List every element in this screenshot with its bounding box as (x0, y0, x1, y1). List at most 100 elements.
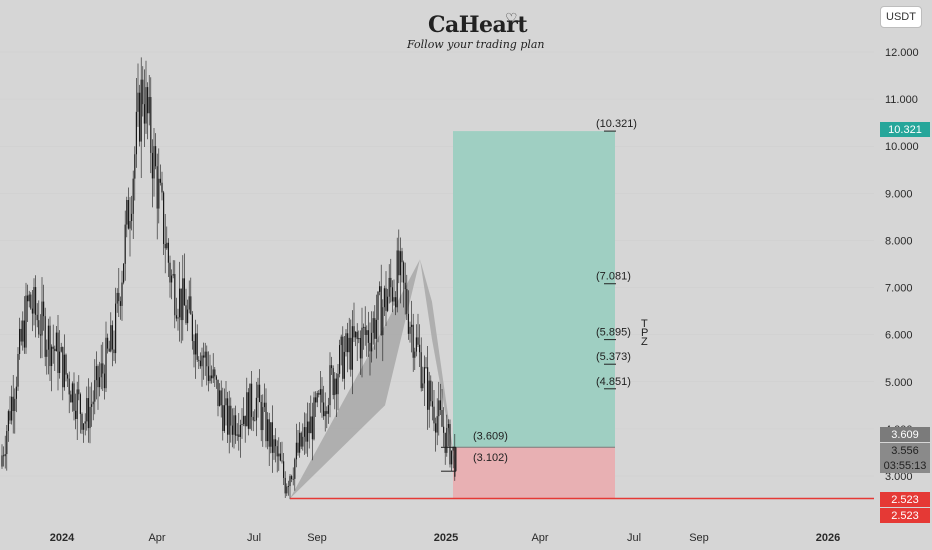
candle-body (351, 326, 353, 370)
candle-body (319, 389, 321, 395)
candle-body (251, 383, 253, 417)
candle-body (313, 397, 315, 440)
candle-body (297, 442, 299, 453)
candle-body (214, 369, 216, 377)
candle-body (22, 320, 24, 342)
candle-body (81, 413, 83, 430)
candle-body (28, 294, 30, 302)
candle-body (278, 453, 280, 457)
candle-body (3, 455, 5, 457)
x-tick-label: 2025 (434, 532, 458, 544)
candle-body (388, 277, 390, 297)
candle-body (179, 288, 181, 318)
candle-body (305, 427, 307, 442)
y-tick-label: 5.000 (885, 377, 913, 389)
candle-body (371, 332, 373, 352)
candlesticks (1, 57, 456, 500)
candle-body (116, 292, 118, 304)
candle-body (65, 354, 67, 375)
candle-body (342, 336, 344, 379)
candle-body (11, 396, 13, 421)
logo-tagline: Follow your trading plan (407, 38, 545, 51)
candle-body (54, 348, 56, 352)
candle-body (369, 342, 371, 352)
candle-body (363, 326, 365, 328)
y-tick-label: 10.000 (885, 141, 919, 153)
candle-body (155, 146, 157, 167)
candle-body (281, 460, 283, 462)
candle-body (275, 439, 277, 447)
candle-body (391, 287, 393, 302)
candle-body (345, 333, 347, 352)
candle-body (308, 421, 310, 434)
candle-body (414, 351, 416, 358)
y-tick-label: 9.000 (885, 188, 913, 200)
candle-body (63, 354, 65, 388)
candle-body (158, 178, 160, 209)
candle-body (193, 341, 195, 355)
level-label: (7.081) (596, 271, 631, 283)
x-tick-label: Apr (148, 532, 165, 544)
candle-body (315, 397, 317, 403)
candle-body (172, 274, 174, 276)
candle-body (332, 368, 334, 396)
candle-body (409, 326, 411, 334)
candle-body (198, 359, 200, 361)
candle-body (431, 401, 433, 407)
target-price-label: 10.321 (880, 122, 930, 137)
candle-body (161, 182, 163, 193)
candle-body (385, 288, 387, 311)
candle-body (423, 367, 425, 384)
candle-body (159, 178, 161, 183)
candle-body (353, 326, 355, 338)
candle-body (97, 366, 99, 388)
candle-body (339, 345, 341, 374)
candle-body (83, 423, 85, 430)
candle-body (132, 178, 134, 214)
candle-body (47, 325, 49, 350)
last-price-label: 3.556 (880, 443, 930, 458)
candle-body (150, 97, 152, 153)
candle-body (446, 427, 448, 453)
level-label: (3.102) (473, 452, 508, 464)
candle-body (323, 402, 325, 417)
support-price-label-2: 2.523 (880, 508, 930, 523)
candle-body (236, 434, 238, 436)
candle-body (299, 432, 301, 453)
candle-body (383, 288, 385, 308)
currency-button[interactable]: USDT (880, 6, 922, 28)
x-tick-label: 2024 (50, 532, 75, 544)
candle-body (241, 424, 243, 425)
candle-body (147, 87, 149, 114)
candle-body (358, 338, 360, 340)
candle-body (220, 390, 222, 406)
x-tick-label: Jul (627, 532, 641, 544)
candle-body (171, 275, 173, 283)
candle-body (254, 420, 256, 422)
candle-body (94, 380, 96, 402)
candle-body (263, 402, 265, 408)
candle-body (366, 330, 368, 335)
candle-body (399, 251, 401, 276)
candle-body (268, 419, 270, 447)
candle-body (246, 392, 248, 427)
candle-body (115, 303, 117, 354)
candle-body (347, 333, 349, 353)
candle-body (291, 476, 293, 480)
candle-body (110, 325, 112, 352)
candle-body (19, 328, 21, 355)
candle-body (292, 478, 294, 480)
candle-body (35, 287, 37, 315)
candle-body (334, 378, 336, 396)
candle-body (59, 351, 61, 374)
candle-body (393, 297, 395, 302)
candle-body (411, 324, 413, 327)
x-tick-label: Sep (689, 532, 709, 544)
candle-body (350, 337, 352, 370)
candle-body (9, 411, 11, 421)
candle-body (451, 450, 453, 465)
candle-body (295, 442, 297, 460)
level-lines: (10.321) (7.081) (5.895) (5.373) (4.851) (3.6… (290, 118, 874, 500)
candle-body (91, 404, 93, 407)
